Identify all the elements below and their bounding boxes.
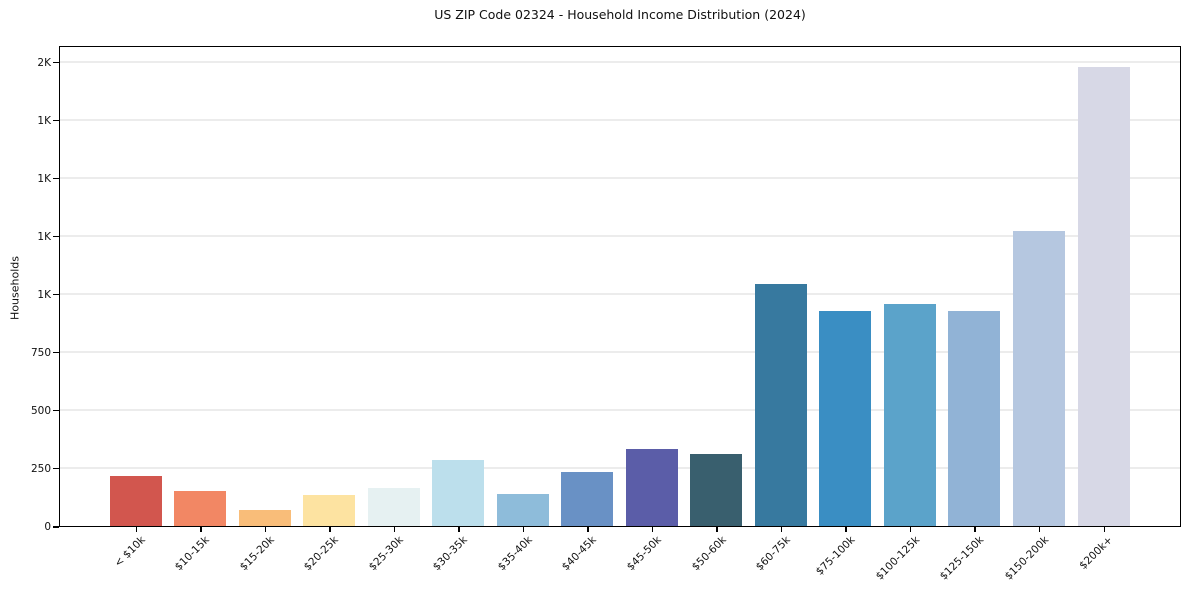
bar-0 [109,476,162,526]
x-tick-label: $60-75k [753,534,793,574]
x-tick-mark [200,527,202,532]
x-tick-mark [1103,527,1105,532]
x-tick-label: $150-200k [1002,534,1051,583]
y-tick-mark [53,177,59,180]
x-tick-label: $25-30k [366,534,406,574]
gridline [60,409,1180,411]
y-tick-label: 1K [37,230,51,243]
x-tick-label: $45-50k [624,534,664,574]
gridline [60,292,1180,295]
bar-13 [948,311,1001,526]
x-tick-mark [716,527,718,532]
y-tick-label: 250 [30,462,51,475]
x-tick-label: $15-20k [237,534,277,574]
x-tick-mark [264,527,267,532]
x-tick-mark [587,527,589,532]
bar-11 [819,311,872,526]
x-tick-label: $75-100k [813,534,858,578]
x-tick-label: $100-125k [873,534,922,583]
x-tick-label: $125-150k [937,534,987,583]
y-tick-label: 0 [44,521,51,533]
gridline [60,176,1180,179]
y-tick-label: 1K [37,114,51,127]
y-tick-label: 750 [30,346,51,359]
x-tick-label: < $10k [111,534,148,570]
y-tick-mark [53,119,59,122]
x-tick-mark [329,527,331,532]
bar-1 [174,491,227,526]
x-tick-mark [780,527,783,532]
x-tick-mark [845,527,847,532]
x-tick-label: $20-25k [301,534,342,574]
x-tick-mark [651,527,654,532]
y-tick-mark [53,61,59,64]
x-tick-label: $35-40k [495,534,535,574]
bar-14 [1012,231,1065,526]
gridline [60,234,1180,237]
y-tick-mark [53,526,59,528]
y-tick-label: 500 [30,404,51,417]
x-tick-label: $40-45k [560,534,600,574]
bar-7 [561,472,614,526]
x-tick-label: $50-60k [689,534,729,574]
y-tick-mark [53,351,59,354]
y-tick-mark [53,409,59,412]
gridline [60,467,1180,469]
bar-15 [1077,67,1130,526]
x-tick-mark [393,527,396,532]
gridline [60,60,1180,63]
x-tick-label: $200k+ [1077,534,1116,572]
plot-area [59,46,1181,527]
x-tick-mark [522,527,525,532]
y-tick-label: 2K [37,56,51,69]
gridline [60,350,1180,353]
x-tick-mark [909,527,912,532]
y-tick-label: 1K [37,172,51,185]
y-tick-label: 1K [37,288,51,301]
bar-10 [754,283,807,526]
x-tick-mark [458,527,460,532]
bar-9 [690,454,743,526]
y-tick-mark [53,235,59,238]
bar-6 [496,494,549,526]
x-tick-label: $10-15k [172,534,213,574]
chart-title: US ZIP Code 02324 - Household Income Dis… [434,7,806,22]
gridline [60,118,1180,121]
x-tick-mark [974,527,976,532]
y-tick-mark [53,467,59,470]
bar-4 [367,488,420,526]
x-tick-mark [135,527,137,532]
x-tick-label: $30-35k [431,534,471,574]
bar-5 [432,460,485,526]
bar-8 [625,449,678,526]
x-tick-mark [1038,527,1041,532]
bar-12 [883,303,936,526]
y-tick-mark [53,293,59,296]
bar-3 [303,494,356,526]
bar-2 [238,510,291,526]
